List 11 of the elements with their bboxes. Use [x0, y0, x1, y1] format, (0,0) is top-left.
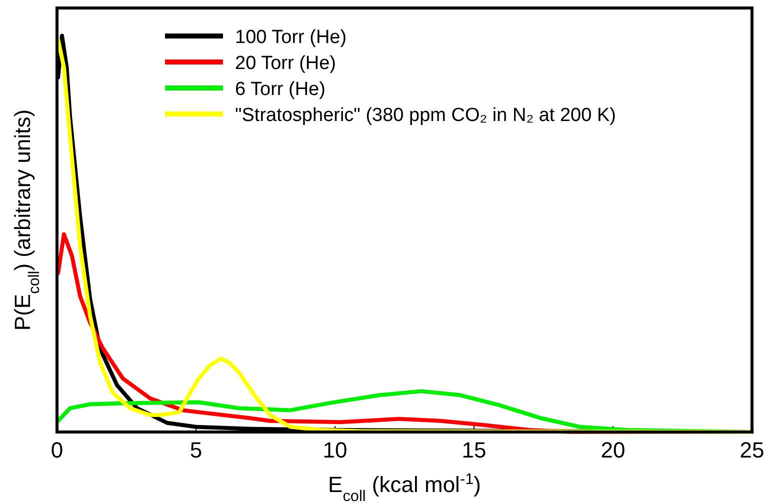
x-tick-label: 20	[600, 438, 626, 463]
x-tick-label: 25	[740, 438, 764, 463]
x-tick-label: 5	[190, 438, 202, 463]
legend-label: 6 Torr (He)	[235, 79, 326, 100]
x-tick-label: 10	[322, 438, 348, 463]
x-axis-title: E$_{coll}$ (kcal mol$^{-1}$)	[328, 470, 481, 504]
legend-label: "Stratospheric" (380 ppm CO₂ in N₂ at 200 K)	[235, 105, 616, 126]
x-tick-label: 15	[462, 438, 486, 463]
x-tick-label: 0	[50, 438, 64, 463]
legend-label: 20 Torr (He)	[235, 53, 336, 74]
legend-label: 100 Torr (He)	[235, 27, 347, 48]
